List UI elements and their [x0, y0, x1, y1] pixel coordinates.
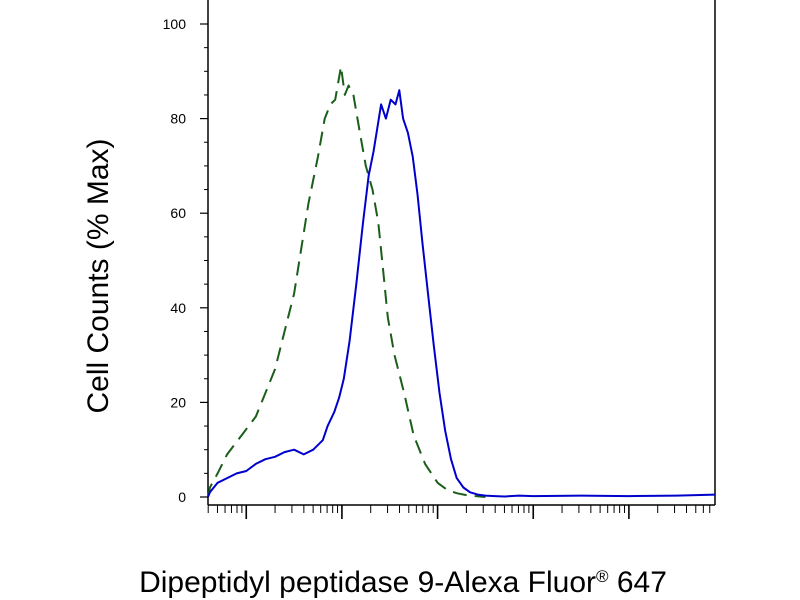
plot-frame — [207, 0, 716, 506]
y-axis-label: Cell Counts (% Max) — [82, 138, 115, 413]
x-axis-label-tail: 647 — [609, 566, 667, 599]
x-axis-ticks — [207, 505, 711, 519]
y-axis-ticks: 0 20 40 60 80 100 — [163, 16, 208, 505]
x-axis-label-registered: ® — [596, 567, 609, 586]
y-tick-label: 100 — [163, 16, 187, 32]
stained-histogram-line — [207, 89, 716, 498]
control-histogram-line — [207, 65, 486, 498]
series-layer — [207, 65, 716, 498]
y-tick-label: 40 — [170, 300, 186, 316]
y-tick-label: 0 — [178, 489, 186, 505]
y-tick-label: 60 — [170, 205, 186, 221]
y-tick-label: 20 — [170, 394, 186, 410]
x-axis-label: Dipeptidyl peptidase 9-Alexa Fluor® 647 — [139, 566, 667, 599]
x-axis-label-main: Dipeptidyl peptidase 9-Alexa Fluor — [139, 566, 596, 599]
y-tick-label: 80 — [170, 111, 186, 127]
